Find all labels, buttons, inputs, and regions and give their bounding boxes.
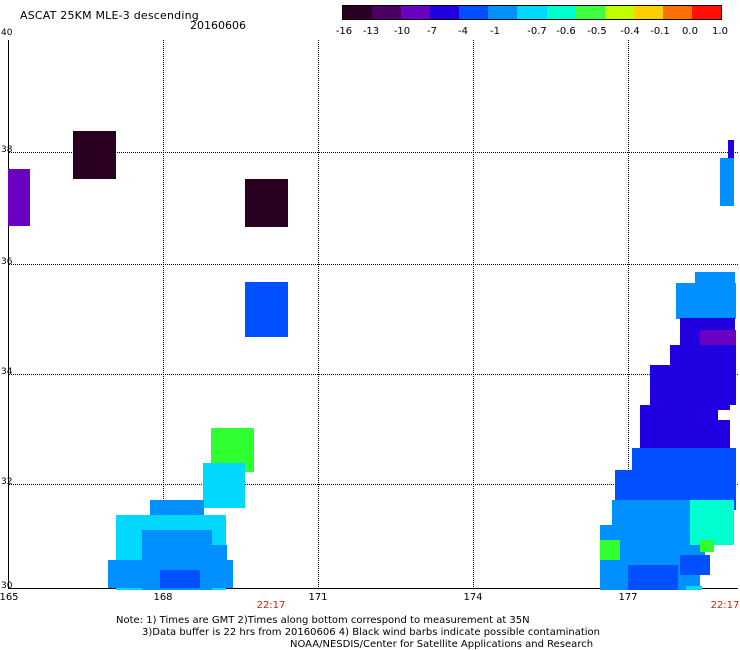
colorbar-swatch xyxy=(401,6,431,19)
colorbar xyxy=(342,5,722,20)
lon-label: 174 xyxy=(463,592,483,603)
gridline-lat-32 xyxy=(8,484,738,485)
gridline-lon-174 xyxy=(473,40,474,589)
colorbar-swatch xyxy=(459,6,489,19)
swath-cell xyxy=(150,500,204,515)
lat-label: 30 xyxy=(1,581,13,591)
colorbar-tick-label: -0.6 xyxy=(556,26,576,37)
colorbar-tick-label: -16 xyxy=(335,26,353,37)
swath-cell xyxy=(686,586,702,590)
footnote-credit: NOAA/NESDIS/Center for Satellite Applica… xyxy=(290,639,594,650)
swath-cell xyxy=(73,131,116,179)
swath-cell xyxy=(245,282,288,337)
swath-cell xyxy=(203,463,245,508)
colorbar-swatch xyxy=(430,6,460,19)
swath-cell xyxy=(690,500,734,545)
lat-label: 32 xyxy=(1,477,13,487)
lon-label: 168 xyxy=(153,592,173,603)
colorbar-swatch xyxy=(633,6,663,19)
pass-time-label: 22:17 xyxy=(256,600,286,611)
lon-label: 177 xyxy=(618,592,638,603)
colorbar-tick-label: -0.5 xyxy=(587,26,607,37)
colorbar-swatch xyxy=(604,6,634,19)
swath-cell xyxy=(650,365,736,405)
swath-cell xyxy=(628,565,678,590)
colorbar-tick-label: -0.7 xyxy=(527,26,547,37)
plot-area xyxy=(8,40,738,589)
swath-cell xyxy=(160,570,200,588)
swath-cell xyxy=(676,283,736,319)
gridline-lat-38 xyxy=(8,152,738,153)
map-date: 20160606 xyxy=(190,19,246,32)
colorbar-swatch xyxy=(691,6,722,19)
gridline-lon-171 xyxy=(318,40,319,589)
lat-label: 34 xyxy=(1,367,13,377)
colorbar-swatch xyxy=(488,6,518,19)
gridline-lon-177 xyxy=(628,40,629,589)
colorbar-swatch xyxy=(372,6,402,19)
lon-label: 171 xyxy=(308,592,328,603)
colorbar-swatch xyxy=(546,6,576,19)
colorbar-tick-label: -4 xyxy=(458,26,468,37)
colorbar-tick-label: -13 xyxy=(362,26,380,37)
footnote-line-2: 3)Data buffer is 22 hrs from 20160606 4)… xyxy=(142,627,600,638)
map-title: ASCAT 25KM MLE-3 descending xyxy=(20,9,199,22)
footnote-line-1: Note: 1) Times are GMT 2)Times along bot… xyxy=(116,615,530,626)
lon-label: 165 xyxy=(0,592,19,603)
colorbar-swatch xyxy=(662,6,692,19)
swath-cell xyxy=(680,555,710,575)
gridline-lat-36 xyxy=(8,264,738,265)
pass-time-label: 22:17 xyxy=(710,600,740,611)
colorbar-tick-label: -1 xyxy=(490,26,500,37)
lat-label: 38 xyxy=(1,145,13,155)
swath-cell xyxy=(700,540,714,552)
colorbar-swatch xyxy=(343,6,373,19)
colorbar-swatch xyxy=(517,6,547,19)
colorbar-swatch xyxy=(575,6,605,19)
swath-cell xyxy=(8,169,30,226)
colorbar-tick-label: 0.0 xyxy=(682,26,698,37)
colorbar-tick-label: 1.0 xyxy=(712,26,728,37)
swath-cell xyxy=(728,140,734,160)
lat-label: 40 xyxy=(1,28,13,38)
swath-cell xyxy=(720,158,734,206)
gridline-lon-168 xyxy=(163,40,164,589)
gridline-lat-34 xyxy=(8,374,738,375)
colorbar-tick-label: -10 xyxy=(393,26,411,37)
colorbar-tick-label: -0.4 xyxy=(620,26,640,37)
swath-cell xyxy=(245,179,288,227)
swath-cell xyxy=(718,410,734,420)
colorbar-tick-label: -0.1 xyxy=(650,26,670,37)
swath-cell xyxy=(640,405,730,455)
lat-label: 36 xyxy=(1,257,13,267)
swath-cell xyxy=(632,448,736,473)
colorbar-tick-label: -7 xyxy=(427,26,437,37)
